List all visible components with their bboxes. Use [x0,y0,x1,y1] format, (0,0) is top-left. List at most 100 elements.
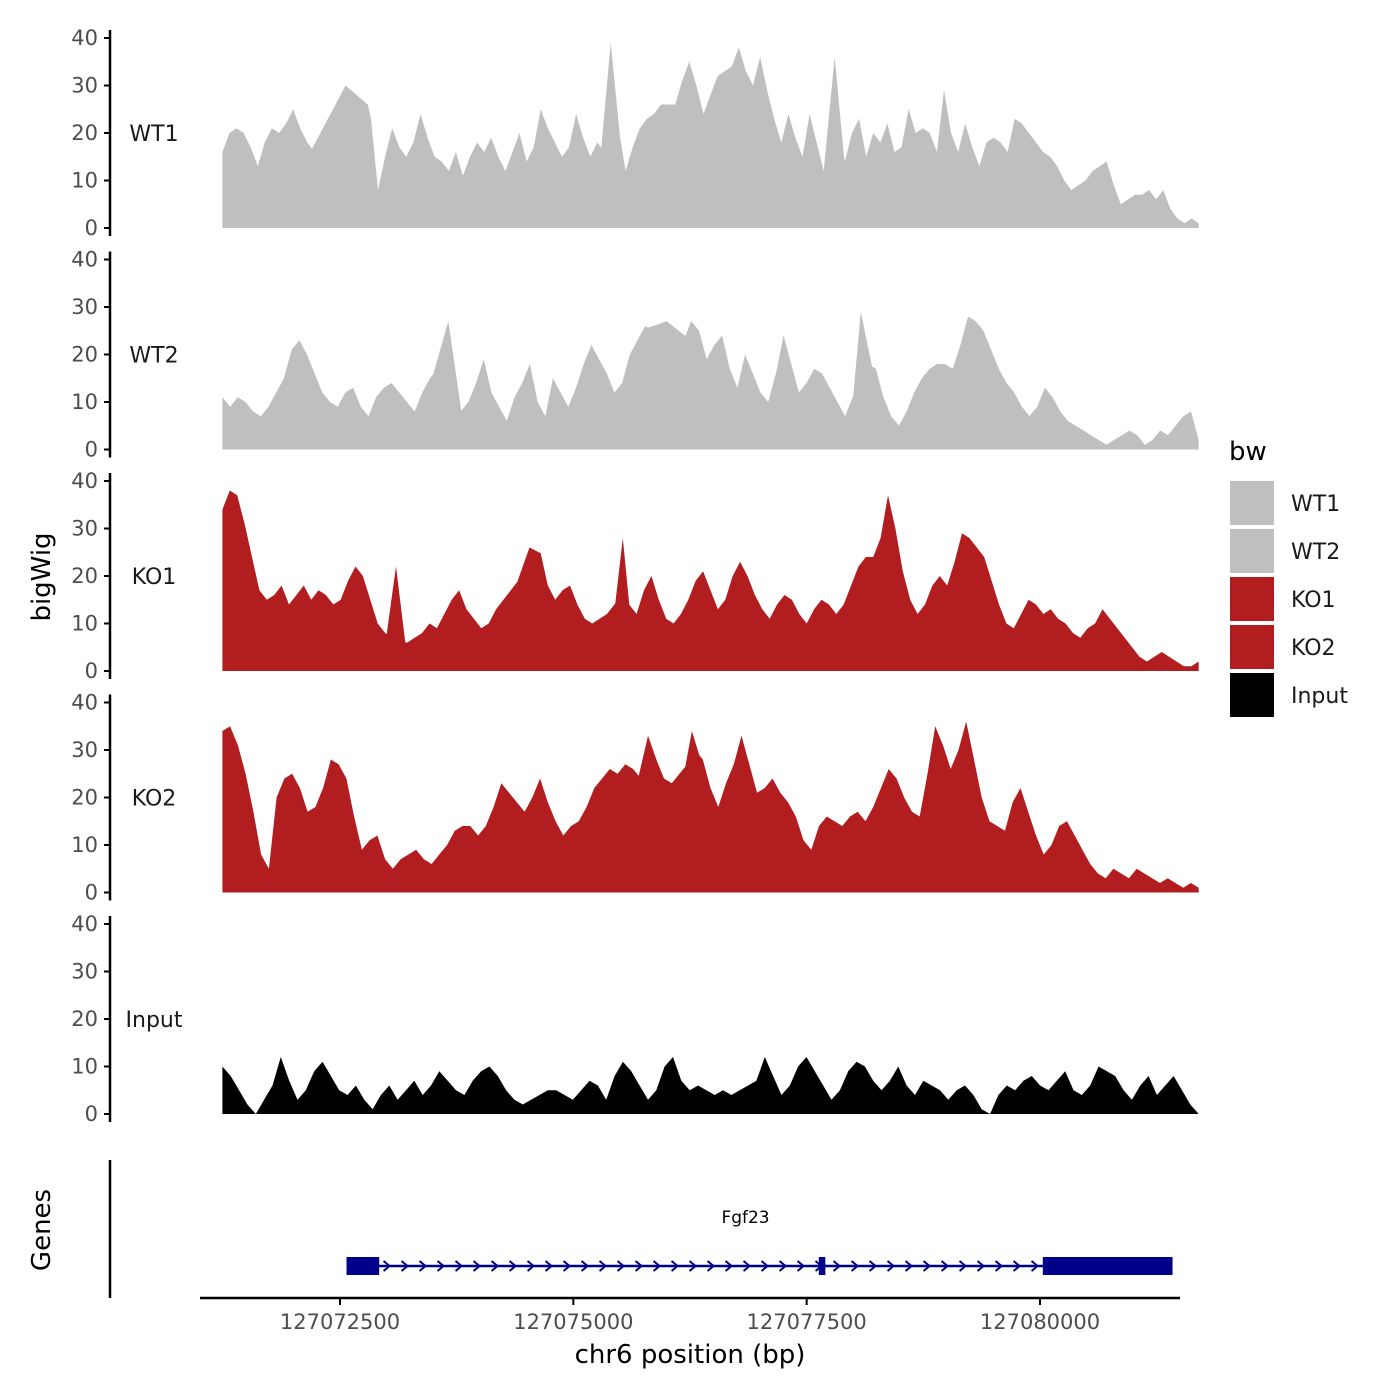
y-tick-label: 40 [71,691,98,715]
legend-swatch [1228,575,1276,623]
strand-arrow [616,1260,626,1272]
legend-label: KO2 [1291,636,1336,661]
strand-arrow [400,1260,410,1272]
track-input: 0 10 20 30 40 Input [71,912,1199,1126]
genes-track-title: Genes [27,1189,57,1271]
gene-name-label: Fgf23 [721,1208,769,1228]
legend-item-wt1: WT1 [1228,479,1340,527]
track-ko2: 0 10 20 30 40 KO2 [71,691,1199,905]
y-tick-label: 10 [71,612,98,636]
legend-label: KO1 [1291,588,1336,613]
strand-arrow [922,1260,932,1272]
signal-area-input [222,1057,1199,1114]
y-tick-label: 10 [71,1055,98,1079]
legend: bw WT1 WT2 KO1 KO2 Input [1228,437,1348,719]
strand-arrow [472,1260,482,1272]
y-tick-label: 0 [85,216,98,240]
legend-swatch [1228,623,1276,671]
track-ko1: 0 10 20 30 40 KO1 [71,469,1199,683]
strand-arrow [742,1260,752,1272]
y-tick-label: 30 [71,74,98,98]
y-tick-label: 10 [71,169,98,193]
track-label-wt2: WT2 [129,344,178,369]
signal-area-wt2 [222,311,1199,450]
x-tick-label: 127080000 [980,1310,1100,1334]
y-tick-label: 20 [71,564,98,588]
gene-exon [346,1257,380,1275]
y-tick-label: 30 [71,738,98,762]
y-tick-label: 30 [71,960,98,984]
legend-item-ko1: KO1 [1228,575,1336,623]
track-wt1: 0 10 20 30 40 WT1 [71,26,1199,240]
strand-arrow [832,1260,842,1272]
legend-label: WT1 [1291,492,1340,517]
strand-arrow [904,1260,914,1272]
legend-swatch [1228,671,1276,719]
strand-arrow [508,1260,518,1272]
y-tick-label: 40 [71,469,98,493]
y-tick-label: 40 [71,248,98,272]
track-label-input: Input [126,1008,183,1033]
y-tick-label: 0 [85,438,98,462]
y-tick-label: 20 [71,1007,98,1031]
strand-arrow [526,1260,536,1272]
y-axis-title: bigWig [27,532,57,621]
legend-items: WT1 WT2 KO1 KO2 Input [1228,479,1348,719]
y-tick-label: 30 [71,295,98,319]
legend-swatch [1228,479,1276,527]
strand-arrow [598,1260,608,1272]
x-tick-label: 127077500 [747,1310,867,1334]
y-tick-label: 10 [71,390,98,414]
strand-arrow [490,1260,500,1272]
y-tick-label: 30 [71,517,98,541]
gene-exon [1042,1257,1173,1275]
strand-arrow [652,1260,662,1272]
track-label-wt1: WT1 [129,122,178,147]
x-axis-title: chr6 position (bp) [575,1340,806,1370]
y-tick-label: 20 [71,786,98,810]
y-tick-label: 0 [85,881,98,905]
strand-arrow [868,1260,878,1272]
strand-arrow [940,1260,950,1272]
signal-tracks: 0 10 20 30 40 WT1 0 10 20 30 40 WT2 0 10 20 30 40 KO1 0 10 2… [71,26,1199,1126]
strand-arrow [706,1260,716,1272]
strand-arrow [994,1260,1004,1272]
strand-arrow [454,1260,464,1272]
strand-arrow [778,1260,788,1272]
strand-arrow [976,1260,986,1272]
gene-track: Fgf23 [108,1160,1173,1298]
legend-item-ko2: KO2 [1228,623,1336,671]
y-tick-label: 20 [71,343,98,367]
y-tick-label: 20 [71,121,98,145]
y-tick-label: 40 [71,912,98,936]
strand-arrow [544,1260,554,1272]
gene-exon [818,1257,826,1275]
strand-arrow [670,1260,680,1272]
strand-arrow [886,1260,896,1272]
strand-arrow [418,1260,428,1272]
track-label-ko2: KO2 [132,787,177,812]
legend-label: Input [1291,684,1348,709]
x-tick-label: 127072500 [280,1310,400,1334]
strand-arrow [958,1260,968,1272]
strand-arrow [562,1260,572,1272]
strand-arrow [580,1260,590,1272]
legend-label: WT2 [1291,540,1340,565]
signal-area-ko1 [222,490,1199,671]
signal-area-wt1 [222,42,1199,228]
strand-arrow [634,1260,644,1272]
legend-swatch [1228,527,1276,575]
signal-area-ko2 [222,721,1199,893]
legend-title: bw [1229,437,1267,467]
strand-arrow [1012,1260,1022,1272]
strand-arrow [796,1260,806,1272]
track-wt2: 0 10 20 30 40 WT2 [71,248,1199,462]
strand-arrow [850,1260,860,1272]
legend-item-wt2: WT2 [1228,527,1340,575]
legend-item-input: Input [1228,671,1348,719]
y-tick-label: 10 [71,833,98,857]
strand-arrow [382,1260,392,1272]
strand-arrow [760,1260,770,1272]
y-tick-label: 0 [85,659,98,683]
